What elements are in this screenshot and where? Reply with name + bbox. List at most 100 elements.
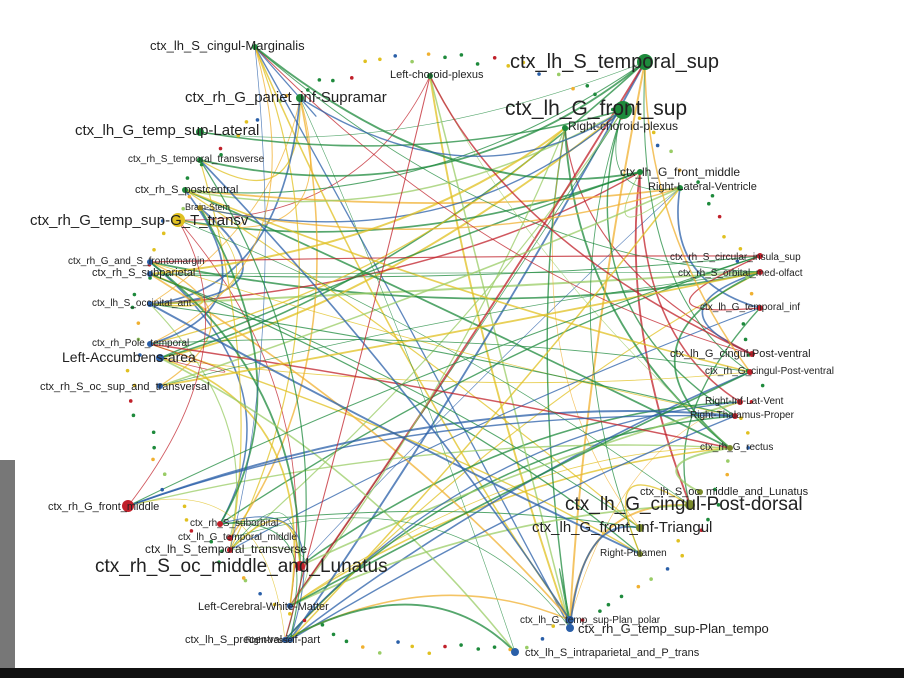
minor-node	[476, 62, 480, 66]
node-label: ctx_rh_S_temporal_transverse	[128, 154, 265, 165]
minor-node	[493, 56, 497, 60]
minor-node	[219, 147, 223, 151]
node-label: ctx_rh_S_oc_middle_and_Lunatus	[95, 556, 388, 577]
minor-node	[126, 369, 130, 373]
edge	[230, 110, 623, 550]
minor-node	[649, 577, 653, 581]
node-label: ctx_lh_G_temp_sup-Lateral	[75, 122, 259, 139]
node-label: ctx_lh_G_temporal_inf	[700, 302, 800, 313]
minor-node	[725, 473, 729, 477]
minor-node	[185, 518, 189, 522]
minor-node	[303, 619, 307, 623]
node-label: ctx_lh_G_cingul-Post-dorsal	[565, 494, 803, 515]
minor-node	[162, 232, 166, 236]
minor-node	[137, 321, 141, 325]
minor-node	[620, 595, 624, 599]
minor-node	[183, 504, 187, 508]
minor-node	[711, 194, 715, 198]
minor-node	[637, 585, 641, 589]
node-label: ctx_lh_S_intraparietal_and_P_trans	[525, 647, 700, 659]
minor-node	[129, 399, 133, 403]
minor-node	[656, 144, 660, 148]
node	[566, 624, 574, 632]
minor-node	[585, 84, 589, 88]
minor-node	[331, 79, 335, 83]
node-label: ctx_rh_G_and_S_frontomargin	[68, 256, 205, 267]
photo-edge	[0, 460, 15, 668]
minor-node	[410, 60, 414, 64]
minor-node	[607, 603, 611, 607]
minor-node	[460, 53, 464, 57]
minor-node	[152, 248, 156, 252]
minor-node	[722, 235, 726, 239]
minor-node	[459, 643, 463, 647]
edge	[255, 47, 760, 272]
minor-node	[541, 637, 545, 641]
minor-node	[666, 567, 670, 571]
minor-node	[410, 645, 414, 649]
node-label: ctx_rh_G_front_middle	[48, 501, 159, 513]
minor-node	[152, 446, 156, 450]
minor-node	[361, 645, 365, 649]
node	[511, 648, 519, 656]
edge	[565, 128, 752, 354]
minor-node	[378, 57, 382, 61]
minor-node	[746, 431, 750, 435]
node-label: ctx_rh_G_pariet_inf-Supramar	[185, 89, 387, 106]
node-label: Right-Putamen	[600, 548, 667, 559]
node-label: ctx_lh_G_front_middle	[620, 165, 740, 179]
node-label: ctx_rh_S_postcentral	[135, 184, 238, 196]
minor-node	[761, 384, 765, 388]
minor-node	[739, 247, 743, 251]
minor-node	[396, 640, 400, 644]
minor-node	[163, 472, 167, 476]
minor-node	[680, 554, 684, 558]
minor-node	[557, 73, 561, 77]
node-label: ctx_rh_S_oc_sup_and_transversal	[40, 381, 209, 393]
node-label: ctx_rh_G_cingul-Post-ventral	[705, 366, 834, 377]
page: ctx_lh_S_cingul-Marginalisctx_lh_S_tempo…	[0, 0, 904, 678]
network-diagram: ctx_lh_S_cingul-Marginalisctx_lh_S_tempo…	[0, 0, 904, 678]
node-label: ctx_rh_G_temp_sup-G_T_transv	[30, 212, 249, 229]
minor-node	[427, 651, 431, 655]
minor-node	[133, 293, 137, 297]
node-label: ctx_rh_Pole_temporal	[92, 338, 189, 349]
nodes: ctx_lh_S_cingul-Marginalisctx_lh_S_tempo…	[30, 38, 834, 659]
minor-node	[443, 56, 447, 60]
node-label: ctx_rh_G_temp_sup-Plan_tempo	[578, 621, 769, 636]
minor-node	[593, 93, 597, 97]
node-label: ctx_lh_S_temporal_sup	[510, 51, 719, 73]
node-label: Right-choroid-plexus	[568, 119, 678, 133]
minor-node	[707, 202, 711, 206]
bottom-bar	[0, 668, 904, 678]
node-label: Left-choroid-plexus	[390, 69, 484, 81]
minor-node	[132, 414, 136, 418]
minor-node	[186, 176, 190, 180]
node-label: Left-Accumbens-area	[62, 349, 196, 365]
minor-node	[332, 633, 336, 637]
node-label: Right-Inf-Lat-Vent	[705, 396, 784, 407]
minor-node	[152, 430, 156, 434]
minor-node	[493, 645, 497, 649]
node-label: ctx_lh_G_cingul-Post-ventral	[670, 348, 811, 360]
node-label: ctx_rh_S_orbital_med-olfact	[678, 268, 803, 279]
minor-node	[427, 52, 431, 56]
minor-node	[443, 645, 447, 649]
node-label: Left-Cerebral-White-Matter	[198, 601, 329, 613]
minor-node	[750, 292, 754, 296]
node-label: Brain-Stem	[185, 202, 230, 212]
node-label: Right-Thalamus-Proper	[690, 410, 795, 421]
minor-node	[378, 651, 382, 655]
minor-node	[393, 54, 397, 58]
minor-node	[598, 609, 602, 613]
minor-node	[321, 623, 325, 627]
edge	[285, 272, 760, 640]
minor-node	[345, 640, 349, 644]
node-label: ctx_rh_S_subparietal	[92, 267, 195, 279]
minor-node	[160, 488, 164, 492]
minor-node	[476, 647, 480, 651]
edge	[290, 128, 565, 606]
minor-node	[676, 539, 680, 543]
minor-node	[571, 87, 575, 91]
minor-node	[318, 78, 322, 82]
